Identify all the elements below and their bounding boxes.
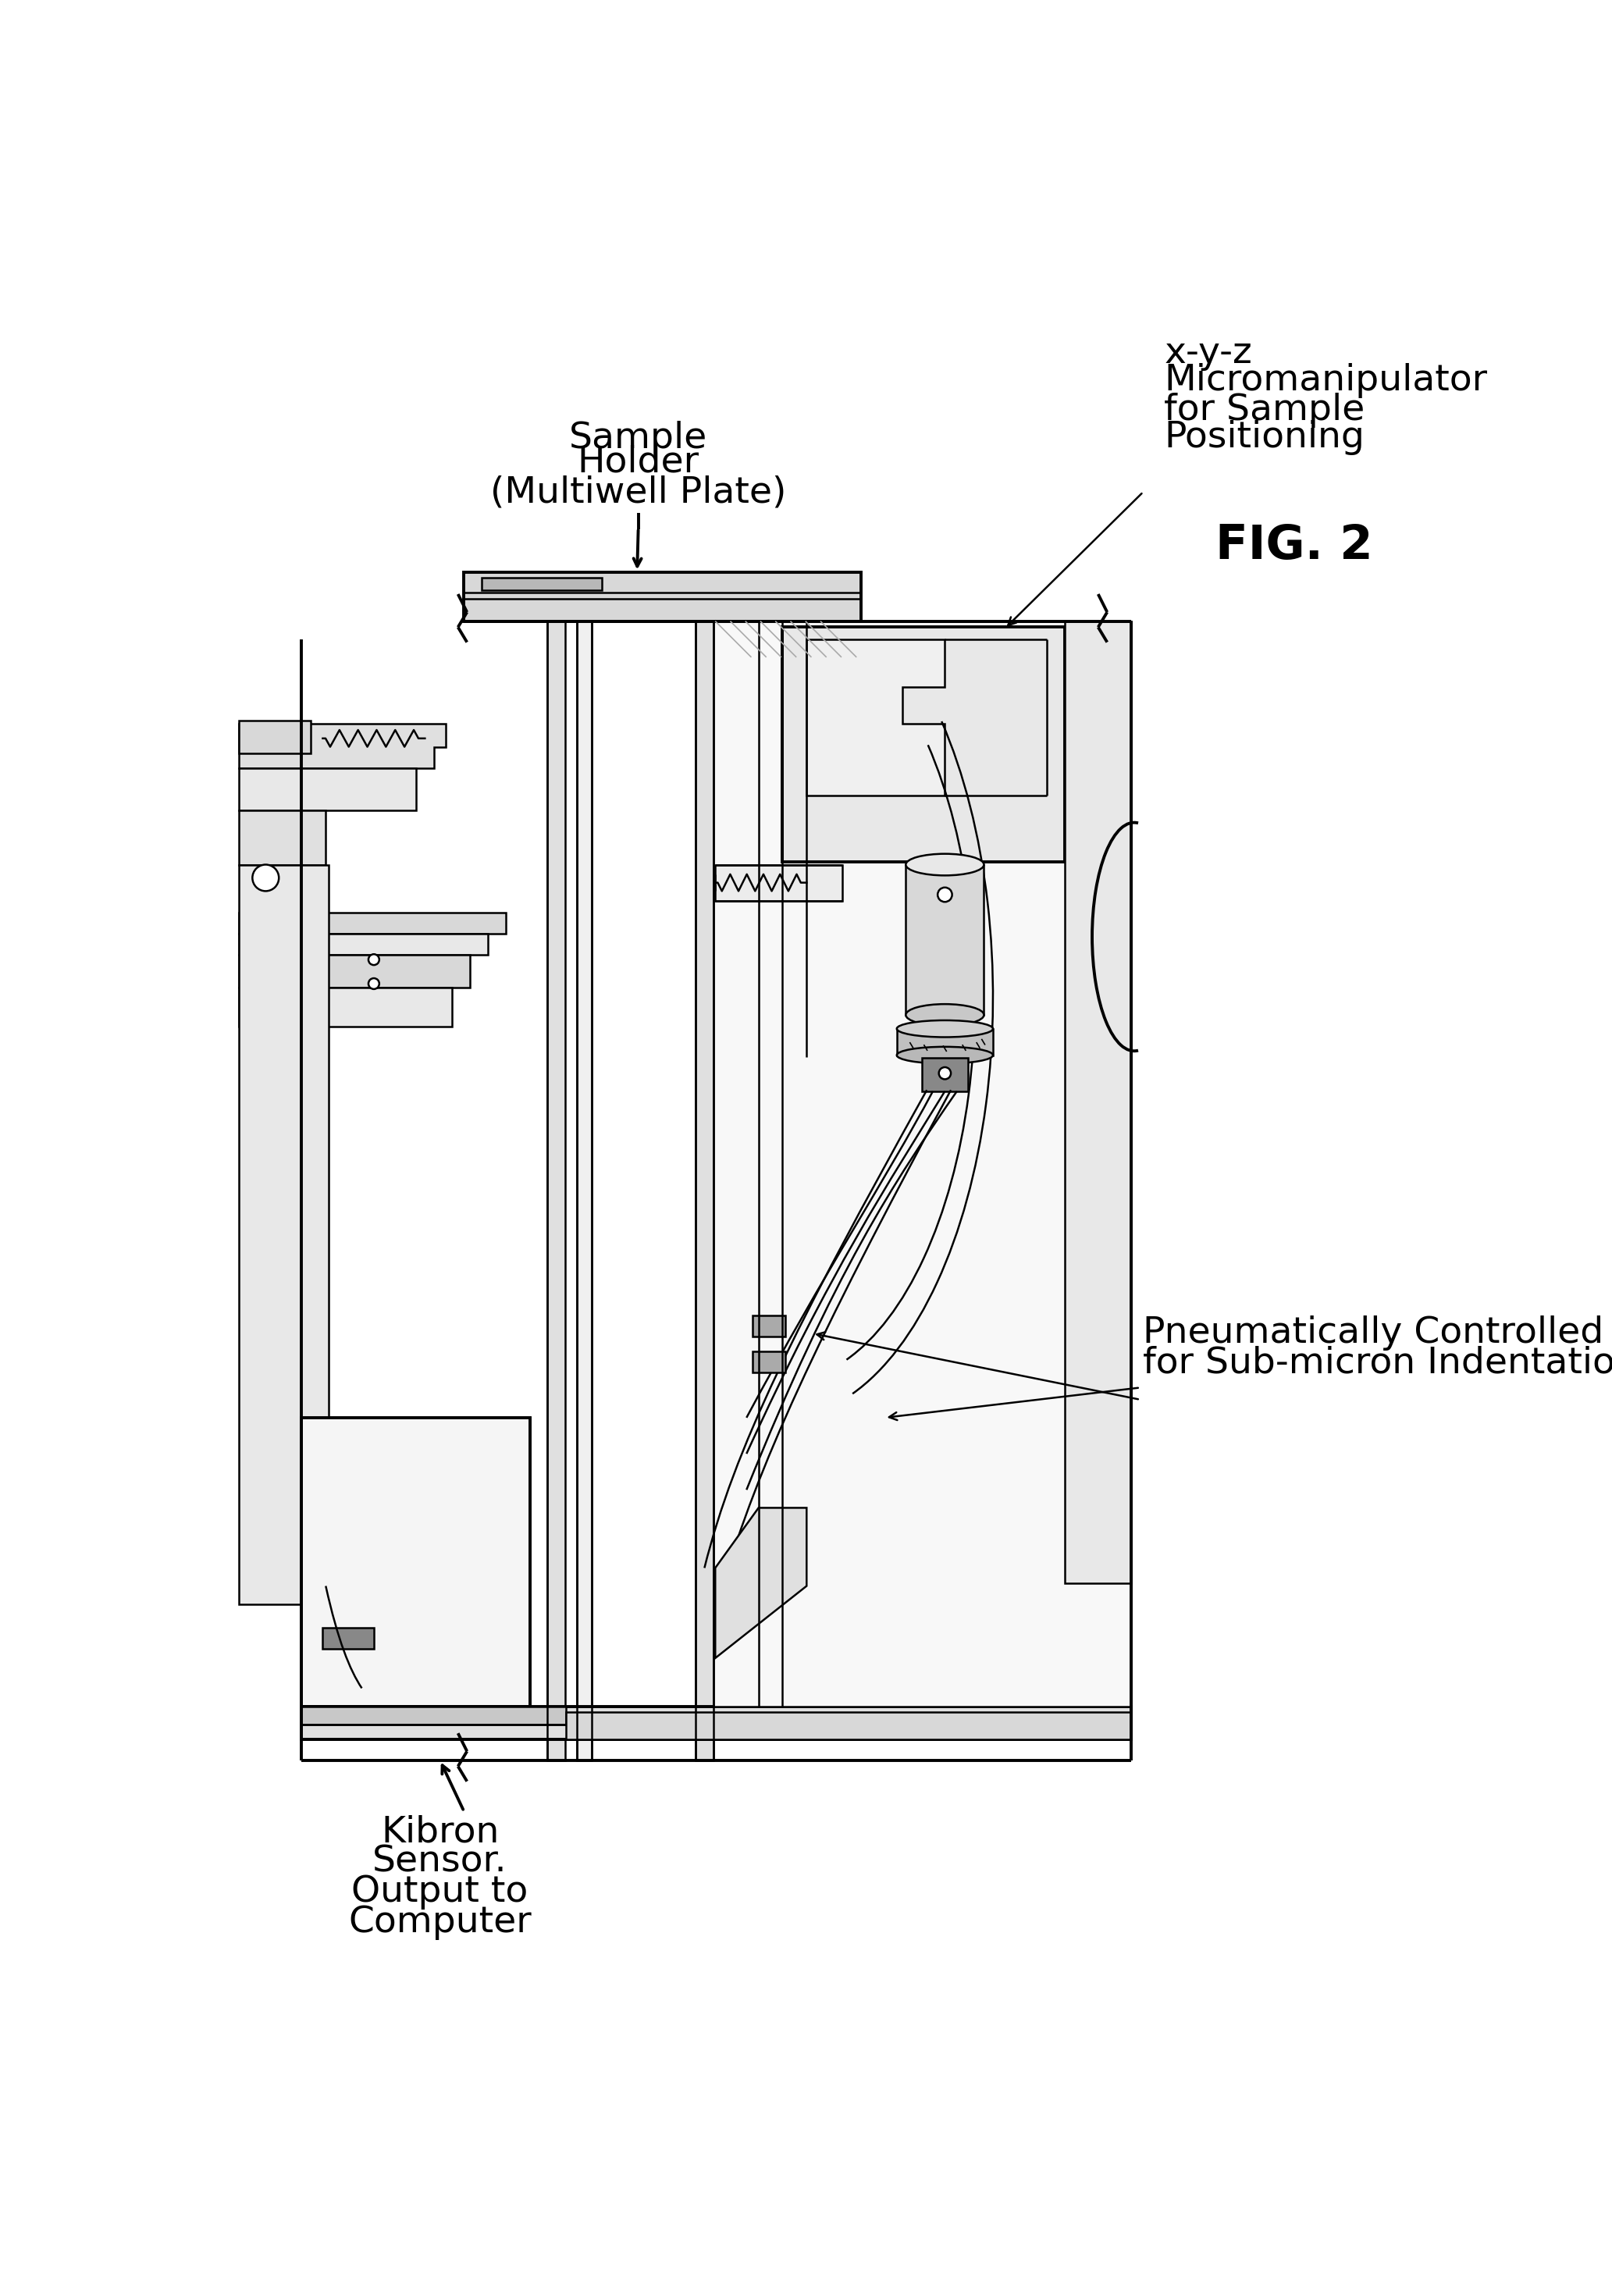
- Text: Computer: Computer: [348, 1906, 532, 1940]
- Bar: [239, 914, 506, 934]
- Text: Sample: Sample: [569, 420, 708, 457]
- Bar: [782, 627, 1066, 861]
- Polygon shape: [239, 769, 416, 810]
- Text: Holder: Holder: [577, 445, 700, 480]
- Bar: [906, 866, 983, 1015]
- Text: x-y-z: x-y-z: [1164, 335, 1253, 370]
- Polygon shape: [239, 810, 326, 866]
- Bar: [577, 622, 592, 1761]
- Polygon shape: [714, 622, 1132, 1706]
- Polygon shape: [806, 638, 945, 794]
- Circle shape: [369, 955, 379, 964]
- Circle shape: [369, 978, 379, 990]
- Bar: [482, 579, 603, 590]
- Bar: [322, 1628, 374, 1649]
- Text: Sensor.: Sensor.: [372, 1844, 508, 1880]
- Bar: [301, 1706, 1132, 1740]
- Text: FIG. 2: FIG. 2: [1215, 523, 1373, 569]
- Text: Positioning: Positioning: [1164, 420, 1365, 455]
- Bar: [753, 1316, 785, 1336]
- Text: for Sub-micron Indentation: for Sub-micron Indentation: [1143, 1345, 1612, 1380]
- Polygon shape: [239, 723, 447, 769]
- Bar: [753, 1352, 785, 1373]
- Bar: [239, 987, 451, 1026]
- Circle shape: [938, 889, 953, 902]
- Bar: [896, 1029, 993, 1056]
- Bar: [922, 1058, 967, 1091]
- Bar: [239, 955, 471, 987]
- Text: Kibron: Kibron: [380, 1814, 500, 1851]
- Text: Pneumatically Controlled Vertical Stage: Pneumatically Controlled Vertical Stage: [1143, 1316, 1612, 1350]
- Bar: [546, 622, 564, 1761]
- Bar: [301, 1706, 1132, 1740]
- Bar: [301, 1417, 530, 1706]
- Bar: [464, 572, 861, 622]
- Bar: [716, 866, 843, 900]
- Bar: [566, 1713, 1132, 1740]
- Bar: [301, 1417, 530, 1706]
- Ellipse shape: [896, 1019, 993, 1038]
- Circle shape: [938, 1068, 951, 1079]
- Circle shape: [253, 866, 279, 891]
- Bar: [239, 866, 329, 1605]
- Text: for Sample: for Sample: [1164, 393, 1365, 427]
- Bar: [239, 934, 488, 955]
- Bar: [695, 622, 714, 1761]
- Text: Output to: Output to: [351, 1874, 529, 1910]
- Text: (Multiwell Plate): (Multiwell Plate): [490, 475, 787, 510]
- Bar: [1066, 622, 1132, 1582]
- Ellipse shape: [906, 854, 983, 875]
- Ellipse shape: [906, 1003, 983, 1026]
- Bar: [239, 721, 311, 753]
- Bar: [301, 1706, 566, 1724]
- Text: Micromanipulator: Micromanipulator: [1164, 363, 1488, 397]
- Polygon shape: [716, 1508, 806, 1658]
- Ellipse shape: [896, 1047, 993, 1063]
